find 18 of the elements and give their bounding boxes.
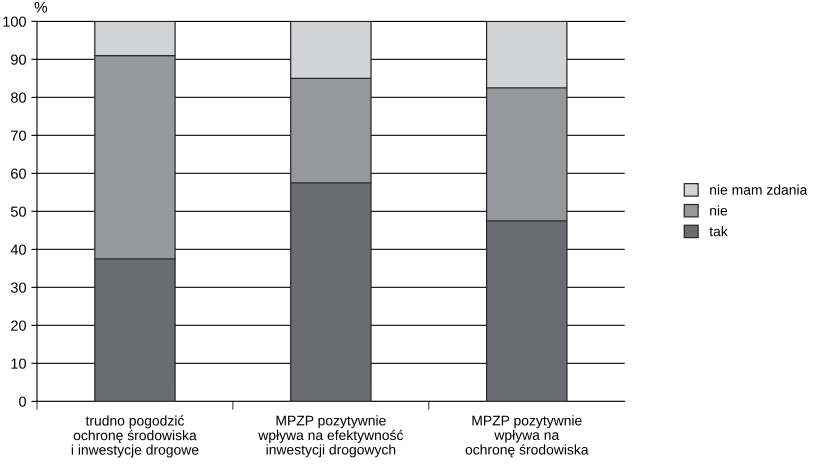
y-tick-label: 80 (10, 92, 26, 103)
y-tick-label: 20 (11, 320, 26, 331)
y-tick-label: 70 (11, 130, 26, 141)
x-tick-label: MPZP pozytywnie wpływa na efektywność inwestycji drogowych (258, 415, 404, 458)
y-tick-label: 50 (10, 206, 26, 217)
y-tick-label: 0 (19, 396, 26, 407)
y-tick-label: 10 (11, 358, 26, 369)
x-tick-label: MPZP pozytywnie wpływa na ochronę środowiska (466, 415, 589, 458)
y-axis-title: % (34, 2, 48, 13)
y-tick-label: 90 (11, 54, 26, 65)
legend-label: nie (710, 205, 728, 216)
y-tick-label: 100 (3, 16, 26, 27)
legend-label: nie mam zdania (710, 184, 808, 195)
y-tick-label: 60 (11, 168, 26, 179)
y-tick-label: 30 (10, 282, 26, 293)
y-tick-label: 40 (10, 244, 26, 255)
x-tick-label: trudno pogodzić ochronę środowiska i inwestycje drogowe (72, 415, 198, 458)
legend-label: tak (709, 226, 728, 236)
